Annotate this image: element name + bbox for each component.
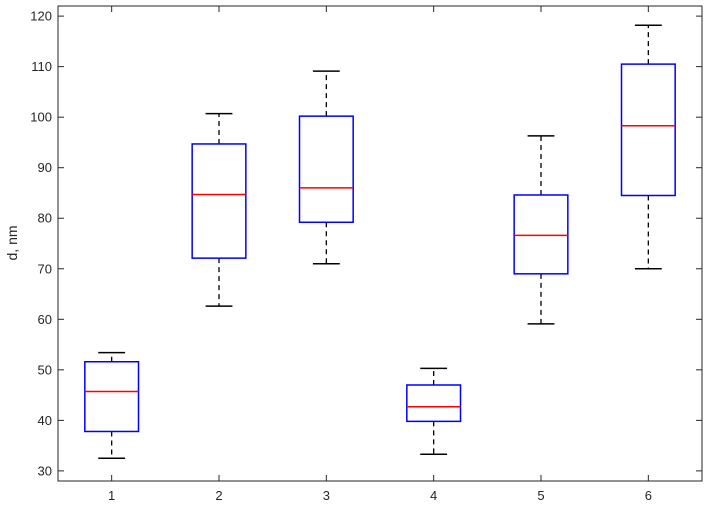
y-tick-label: 40 (38, 413, 52, 428)
y-tick-label: 90 (38, 160, 52, 175)
x-tick-label: 6 (645, 488, 652, 503)
plot-area (57, 5, 703, 482)
iqr-box (84, 360, 140, 433)
box-group-1 (84, 351, 140, 460)
box-group-4 (406, 367, 462, 455)
y-tick-label: 100 (30, 110, 52, 125)
iqr-box (620, 63, 676, 197)
x-tick-label: 2 (215, 488, 222, 503)
y-tick-label: 30 (38, 463, 52, 478)
y-tick-label: 60 (38, 312, 52, 327)
boxes-layer (84, 24, 676, 460)
y-tick-label: 70 (38, 261, 52, 276)
y-tick-label: 80 (38, 211, 52, 226)
iqr-box (191, 143, 247, 259)
iqr-box (298, 115, 354, 224)
x-tick-label: 1 (108, 488, 115, 503)
x-tick-label: 3 (323, 488, 330, 503)
box-group-5 (513, 135, 569, 325)
iqr-box (513, 194, 569, 275)
y-axis-label: d, nm (4, 225, 20, 260)
y-tick-label: 50 (38, 362, 52, 377)
x-tick-label: 4 (430, 488, 437, 503)
box-group-3 (298, 70, 354, 265)
y-tick-label: 110 (31, 59, 52, 74)
y-tick-label: 120 (30, 9, 52, 24)
iqr-box (406, 384, 462, 423)
box-group-2 (191, 112, 247, 307)
box-group-6 (620, 24, 676, 270)
x-tick-label: 5 (537, 488, 544, 503)
ticks-layer: 30 40 50 60 70 80 90 100 110 120 1 2 3 4 5 6 (30, 6, 702, 503)
